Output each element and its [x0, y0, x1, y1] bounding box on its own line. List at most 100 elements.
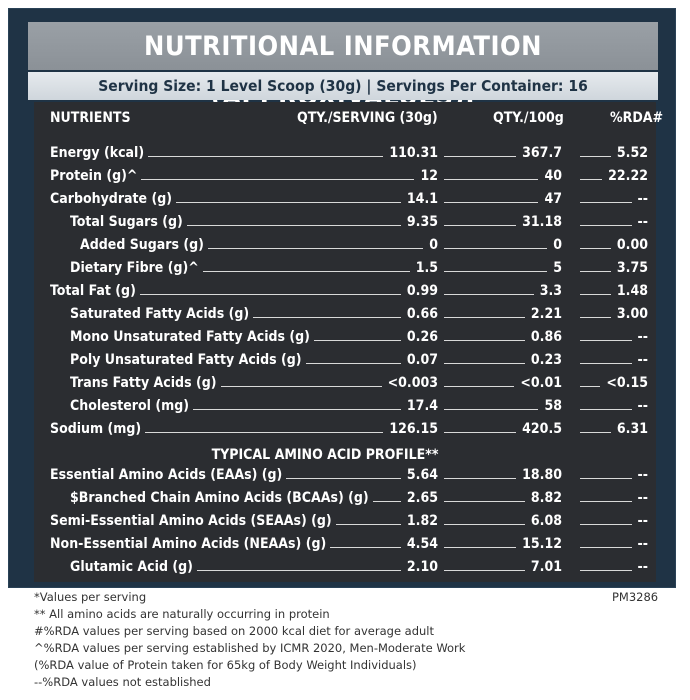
row-label: Semi-Essential Amino Acids (SEAAs) (g): [50, 513, 332, 529]
qty-per-100g: 0.23: [530, 352, 562, 368]
qty-per-100g: 367.7: [522, 145, 562, 161]
leader-line: [580, 363, 632, 364]
leader-line: [193, 409, 401, 410]
rda-value: --: [637, 329, 648, 345]
rda-value: 3.00: [616, 306, 648, 322]
leader-line: [444, 225, 517, 226]
table-row: Semi-Essential Amino Acids (SEAAs) (g) 1.…: [0, 511, 690, 533]
qty-per-100g: 0.86: [530, 329, 562, 345]
qty-per-serving: <0.003: [387, 375, 438, 391]
qty-per-serving: 1.82: [406, 513, 438, 529]
qty-per-serving: 0.99: [406, 283, 438, 299]
leader-line: [580, 524, 632, 525]
header-per-serving: QTY./SERVING (30g): [297, 110, 438, 126]
leader-line: [141, 179, 415, 180]
leader-line: [253, 317, 401, 318]
leader-line: [444, 432, 517, 433]
leader-line: [580, 547, 632, 548]
leader-line: [580, 501, 632, 502]
title-bar: NUTRITIONAL INFORMATION (APPROX.VALUES):: [28, 22, 658, 112]
leader-line: [580, 271, 611, 272]
table-row: Sodium (mg) 126.15 420.5 6.31: [0, 419, 690, 441]
leader-line: [220, 386, 382, 387]
nutrition-table: [34, 102, 656, 582]
qty-per-serving: 0.26: [406, 329, 438, 345]
leader-line: [580, 409, 632, 410]
product-code: PM3286: [612, 590, 659, 604]
row-label: Sodium (mg): [50, 421, 142, 437]
leader-line: [580, 248, 611, 249]
row-label: Non-Essential Amino Acids (NEAAs) (g): [50, 536, 327, 552]
qty-per-100g: 58: [544, 398, 562, 414]
header-per-100g: QTY./100g: [493, 110, 564, 126]
rda-value: 6.31: [616, 421, 648, 437]
leader-line: [444, 363, 525, 364]
qty-per-serving: 110.31: [389, 145, 438, 161]
qty-per-100g: 47: [544, 191, 562, 207]
qty-per-100g: 7.01: [530, 559, 562, 575]
table-row: Poly Unsaturated Fatty Acids (g) 0.07 0.23…: [0, 350, 690, 372]
row-label: Carbohydrate (g): [50, 191, 173, 207]
qty-per-serving: 2.65: [406, 490, 438, 506]
leader-line: [444, 271, 548, 272]
row-label: Trans Fatty Acids (g): [70, 375, 217, 391]
row-label: Energy (kcal): [50, 145, 145, 161]
qty-per-serving: 17.4: [406, 398, 438, 414]
qty-per-serving: 9.35: [406, 214, 438, 230]
leader-line: [444, 156, 517, 157]
qty-per-100g: 18.80: [522, 467, 562, 483]
qty-per-100g: 15.12: [522, 536, 562, 552]
qty-per-100g: 5: [553, 260, 562, 276]
leader-line: [207, 248, 424, 249]
leader-line: [139, 294, 401, 295]
leader-line: [372, 501, 401, 502]
leader-line: [444, 547, 517, 548]
row-label: Protein (g)^: [50, 168, 138, 184]
leader-line: [202, 271, 410, 272]
qty-per-100g: 420.5: [522, 421, 562, 437]
leader-line: [580, 202, 632, 203]
row-label: Total Fat (g): [50, 283, 136, 299]
leader-line: [313, 340, 401, 341]
table-row: Non-Essential Amino Acids (NEAAs) (g) 4.5…: [0, 534, 690, 556]
leader-line: [444, 340, 525, 341]
rda-value: --: [637, 467, 648, 483]
leader-line: [286, 478, 401, 479]
qty-per-serving: 1.5: [415, 260, 438, 276]
rda-value: --: [637, 398, 648, 414]
qty-per-100g: 31.18: [522, 214, 562, 230]
leader-line: [580, 156, 611, 157]
header-nutrients: NUTRIENTS: [50, 110, 131, 126]
table-row: Essential Amino Acids (EAAs) (g) 5.64 18.8…: [0, 465, 690, 487]
table-row: Energy (kcal) 110.31 367.7 5.52: [0, 143, 690, 165]
qty-per-100g: 40: [544, 168, 562, 184]
leader-line: [330, 547, 401, 548]
qty-per-serving: 0.66: [406, 306, 438, 322]
leader-line: [580, 340, 632, 341]
qty-per-100g: 8.82: [530, 490, 562, 506]
leader-line: [580, 478, 632, 479]
leader-line: [148, 156, 384, 157]
leader-line: [580, 179, 603, 180]
qty-per-100g: 2.21: [530, 306, 562, 322]
table-row: Added Sugars (g) 0 0 0.00: [0, 235, 690, 257]
rda-value: 22.22: [608, 168, 648, 184]
rda-value: 3.75: [616, 260, 648, 276]
leader-line: [444, 179, 539, 180]
table-row: Total Sugars (g) 9.35 31.18 --: [0, 212, 690, 234]
footnote: (%RDA value of Protein taken for 65kg of…: [34, 658, 417, 672]
amino-heading-row: TYPICAL AMINO ACID PROFILE**: [0, 444, 690, 463]
leader-line: [580, 317, 611, 318]
rda-value: <0.15: [606, 375, 648, 391]
leader-line: [145, 432, 384, 433]
leader-line: [444, 409, 539, 410]
table-row: $Branched Chain Amino Acids (BCAAs) (g) 2…: [0, 488, 690, 510]
table-row: Cholesterol (mg) 17.4 58 --: [0, 396, 690, 418]
rda-value: --: [637, 214, 648, 230]
row-label: Added Sugars (g): [80, 237, 204, 253]
qty-per-serving: 14.1: [406, 191, 438, 207]
serving-bar: Serving Size: 1 Level Scoop (30g) | Serv…: [28, 72, 658, 100]
rda-value: 1.48: [616, 283, 648, 299]
table-row: Saturated Fatty Acids (g) 0.66 2.21 3.00: [0, 304, 690, 326]
leader-line: [580, 225, 632, 226]
